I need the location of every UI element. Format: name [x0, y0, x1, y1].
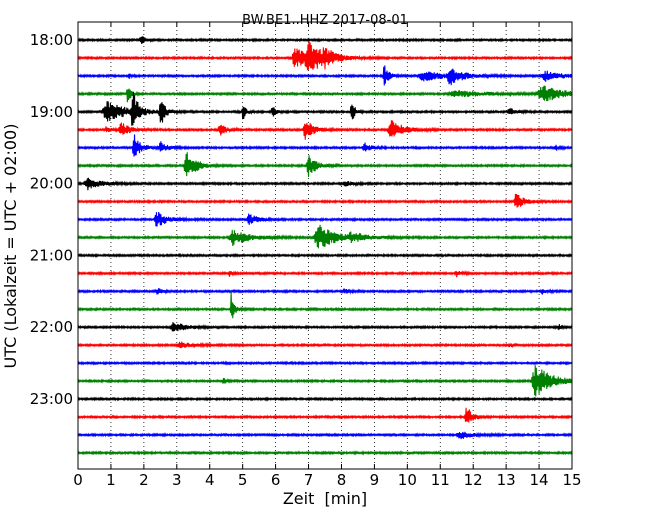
x-ticks: 0 1 2 3 4 5 6 7 8 9 10 11 12 13 14 15 — [73, 22, 582, 489]
x-tick-label: 9 — [370, 471, 380, 489]
y-tick-label: 18:00 — [30, 31, 73, 49]
trace-line — [77, 85, 573, 103]
trace-line — [77, 288, 573, 295]
trace-line — [77, 65, 573, 86]
x-tick-label: 15 — [562, 471, 581, 489]
x-tick-label: 12 — [464, 471, 483, 489]
x-tick-label: 14 — [530, 471, 549, 489]
plot-frame — [77, 21, 573, 470]
trace-line — [77, 177, 573, 191]
x-tick-label: 10 — [398, 471, 417, 489]
y-tick-label: 20:00 — [30, 175, 73, 193]
x-tick-label: 7 — [304, 471, 314, 489]
x-tick-label: 2 — [139, 471, 149, 489]
trace-line — [77, 152, 573, 178]
trace-line — [77, 291, 573, 319]
trace-line — [77, 322, 573, 332]
x-tick-label: 1 — [106, 471, 116, 489]
x-tick-label: 13 — [497, 471, 516, 489]
y-axis-label: UTC (Lokalzeit = UTC + 02:00) — [1, 124, 20, 369]
trace-line — [77, 193, 573, 208]
trace-line — [77, 360, 573, 366]
x-tick-label: 11 — [431, 471, 450, 489]
x-tick-label: 4 — [205, 471, 215, 489]
x-tick-label: 3 — [172, 471, 182, 489]
x-tick-label: 6 — [271, 471, 281, 489]
trace-line — [77, 396, 573, 402]
x-tick-label: 0 — [73, 471, 83, 489]
y-tick-label: 22:00 — [30, 318, 73, 336]
y-tick-label: 23:00 — [30, 390, 73, 408]
trace-line — [77, 41, 573, 71]
x-tick-label: 5 — [238, 471, 248, 489]
trace-line — [77, 36, 573, 44]
grid-lines — [110, 22, 540, 469]
y-tick-label: 19:00 — [30, 103, 73, 121]
trace-line — [77, 224, 573, 249]
trace-line — [77, 450, 573, 456]
trace-line — [77, 134, 573, 157]
trace-line — [77, 341, 573, 349]
chart-title: BW.BE1..HHZ 2017-08-01 — [242, 13, 408, 28]
trace-line — [77, 120, 573, 140]
traces — [77, 36, 573, 456]
trace-line — [77, 91, 573, 126]
x-axis-label: Zeit [min] — [283, 489, 367, 508]
y-tick-label: 21:00 — [30, 246, 73, 264]
y-ticks: 18:00 19:00 20:00 21:00 22:00 23:00 — [30, 31, 572, 408]
trace-line — [77, 365, 573, 397]
trace-line — [77, 212, 573, 227]
trace-line — [77, 269, 573, 278]
trace-line — [77, 407, 573, 423]
x-tick-label: 8 — [337, 471, 347, 489]
trace-line — [77, 431, 573, 440]
trace-line — [77, 252, 573, 259]
